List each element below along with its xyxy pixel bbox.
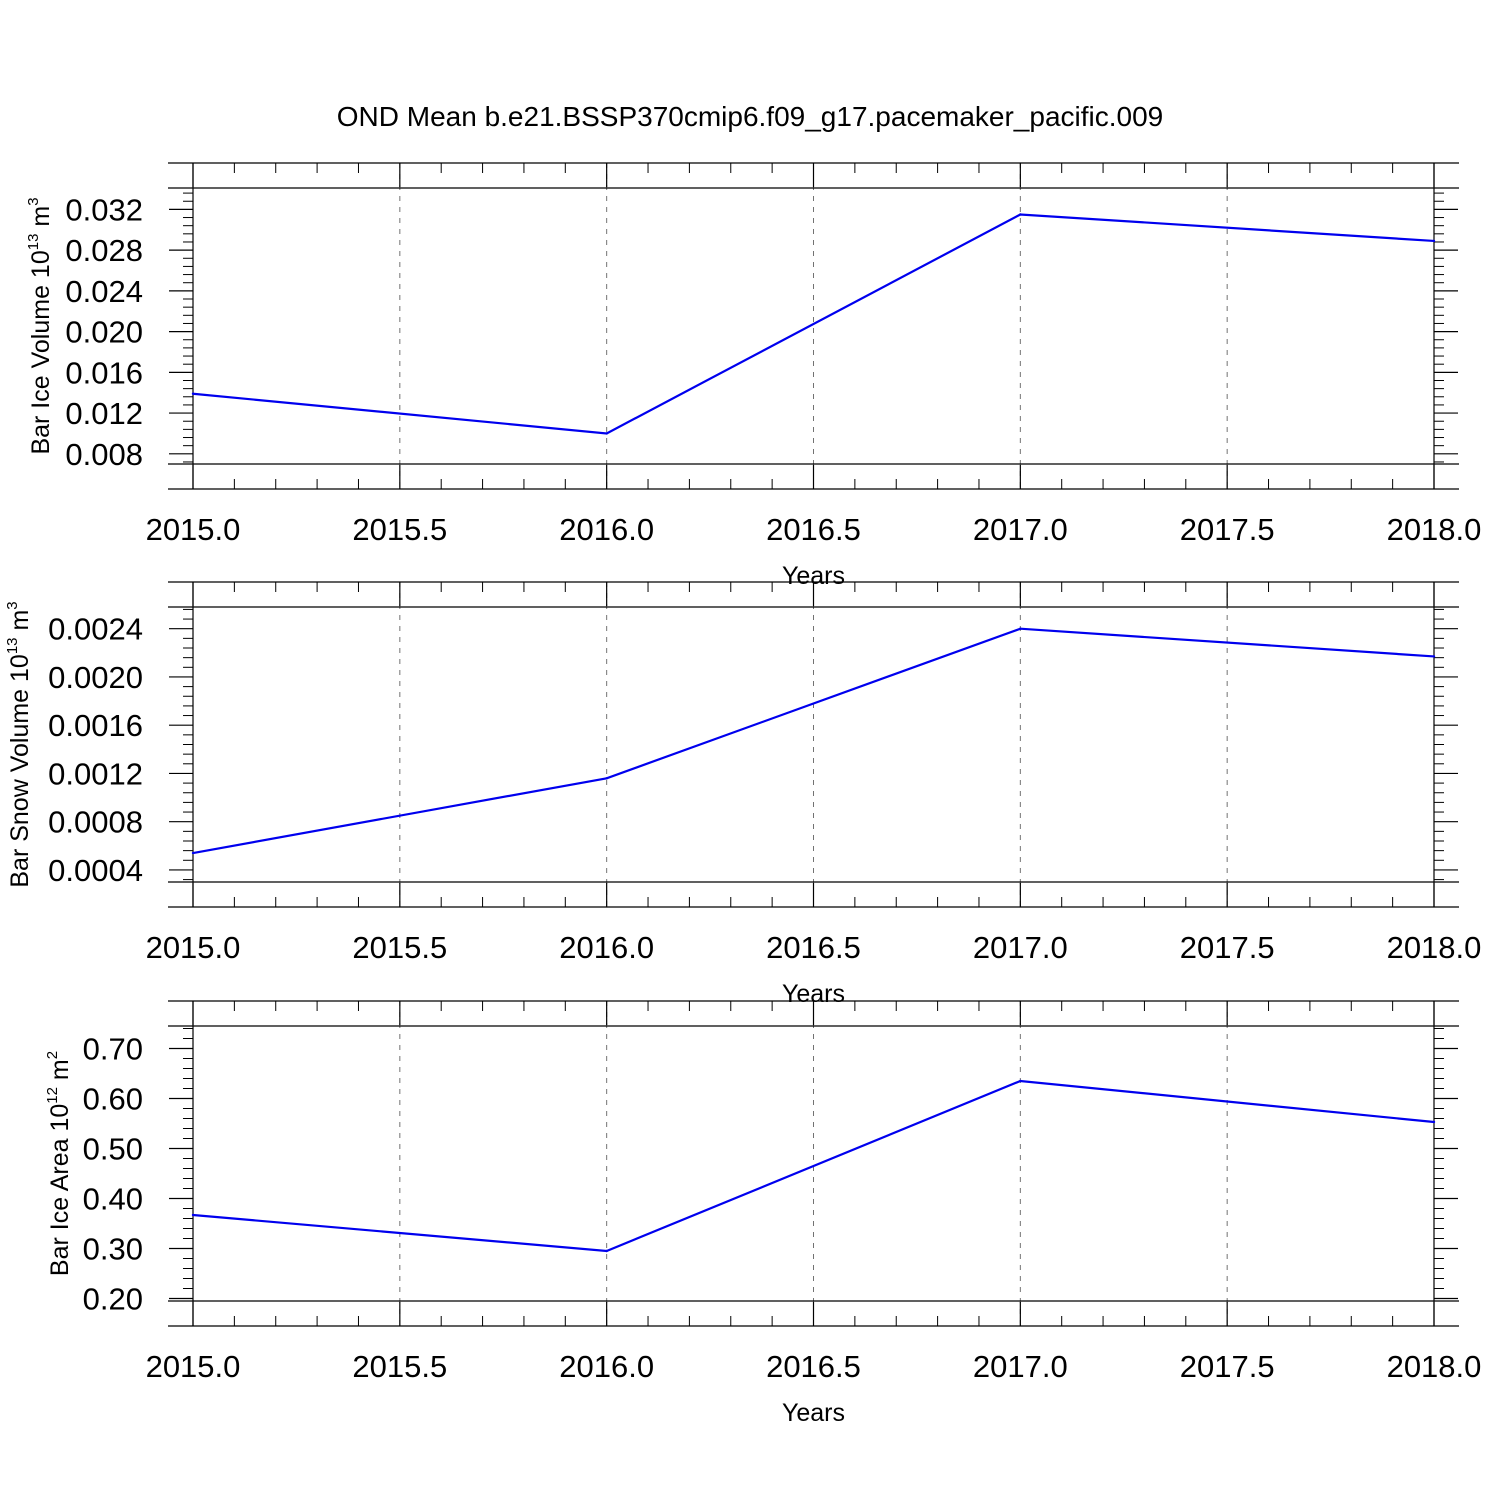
y-tick-label: 0.70 — [83, 1032, 143, 1067]
chart-panels: 2015.0 2015.5 2016.0 2016.5 2017.0 2017.5 2018… — [4, 162, 1482, 1427]
y-tick-label: 0.0008 — [48, 805, 143, 840]
x-tick-label: 2016.0 — [559, 1349, 654, 1384]
y-tick-label: 0.0012 — [48, 756, 143, 791]
x-tick-label: 2017.5 — [1180, 1349, 1275, 1384]
x-tick-label: 2015.5 — [352, 1349, 447, 1384]
y-tick-label: 0.0024 — [48, 612, 143, 647]
x-tick-label: 2015.0 — [146, 1349, 241, 1384]
y-axis-label: Bar Ice Area 1012 m2 — [44, 1051, 74, 1276]
x-tick-label: 2018.0 — [1387, 930, 1482, 965]
panel-3: 2015.0 2015.5 2016.0 2016.5 2017.0 2017.5 2018… — [44, 1000, 1482, 1427]
x-tick-label: 2018.0 — [1387, 512, 1482, 547]
x-tick-label: 2017.5 — [1180, 512, 1275, 547]
y-tick-label: 0.032 — [65, 192, 143, 227]
x-tick-label: 2017.0 — [973, 930, 1068, 965]
data-point — [605, 777, 608, 780]
series-line — [192, 213, 1435, 435]
x-tick-label: 2017.5 — [1180, 930, 1275, 965]
data-point — [1432, 239, 1436, 243]
y-tick-label: 0.20 — [83, 1282, 143, 1317]
y-tick-label: 0.028 — [65, 233, 143, 268]
data-point — [1019, 627, 1022, 630]
chart-title: OND Mean b.e21.BSSP370cmip6.f09_g17.pace… — [337, 101, 1164, 132]
x-tick-label: 2016.5 — [766, 930, 861, 965]
data-point — [191, 1213, 195, 1217]
x-axis-label: Years — [782, 1399, 845, 1427]
series-line — [192, 1079, 1435, 1253]
data-point — [191, 392, 195, 395]
y-tick-label: 0.024 — [65, 274, 143, 309]
y-axis-label: Bar Snow Volume 1013 m3 — [4, 601, 34, 887]
data-point — [1019, 213, 1022, 216]
data-point — [1432, 655, 1436, 658]
x-tick-label: 2016.0 — [559, 930, 654, 965]
y-tick-label: 0.30 — [83, 1232, 143, 1267]
data-point — [1019, 1079, 1022, 1083]
x-tick-label: 2015.5 — [352, 930, 447, 965]
x-tick-label: 2015.5 — [352, 512, 447, 547]
y-tick-label: 0.0016 — [48, 708, 143, 743]
y-axis-label: Bar Ice Volume 1013 m3 — [25, 197, 55, 454]
data-point — [605, 432, 608, 435]
y-tick-label: 0.012 — [65, 396, 143, 431]
x-tick-label: 2015.0 — [146, 512, 241, 547]
y-tick-label: 0.008 — [65, 437, 143, 472]
panel-2: 2015.0 2015.5 2016.0 2016.5 2017.0 2017.5 2018… — [4, 581, 1482, 1008]
y-tick-label: 0.0004 — [48, 853, 143, 888]
y-tick-label: 0.60 — [83, 1082, 143, 1117]
y-tick-label: 0.0020 — [48, 660, 143, 695]
x-tick-label: 2017.0 — [973, 512, 1068, 547]
x-tick-label: 2016.5 — [766, 1349, 861, 1384]
x-tick-label: 2018.0 — [1387, 1349, 1482, 1384]
data-point — [1432, 1120, 1436, 1124]
x-tick-label: 2017.0 — [973, 1349, 1068, 1384]
panel-1: 2015.0 2015.5 2016.0 2016.5 2017.0 2017.5 2018… — [25, 162, 1482, 590]
y-tick-label: 0.40 — [83, 1182, 143, 1217]
x-tick-label: 2016.0 — [559, 512, 654, 547]
y-tick-label: 0.020 — [65, 315, 143, 350]
series-line — [192, 627, 1435, 855]
data-point — [191, 851, 195, 855]
y-tick-label: 0.016 — [65, 355, 143, 390]
x-tick-label: 2015.0 — [146, 930, 241, 965]
y-tick-label: 0.50 — [83, 1132, 143, 1167]
x-tick-label: 2016.5 — [766, 512, 861, 547]
data-point — [605, 1249, 608, 1253]
